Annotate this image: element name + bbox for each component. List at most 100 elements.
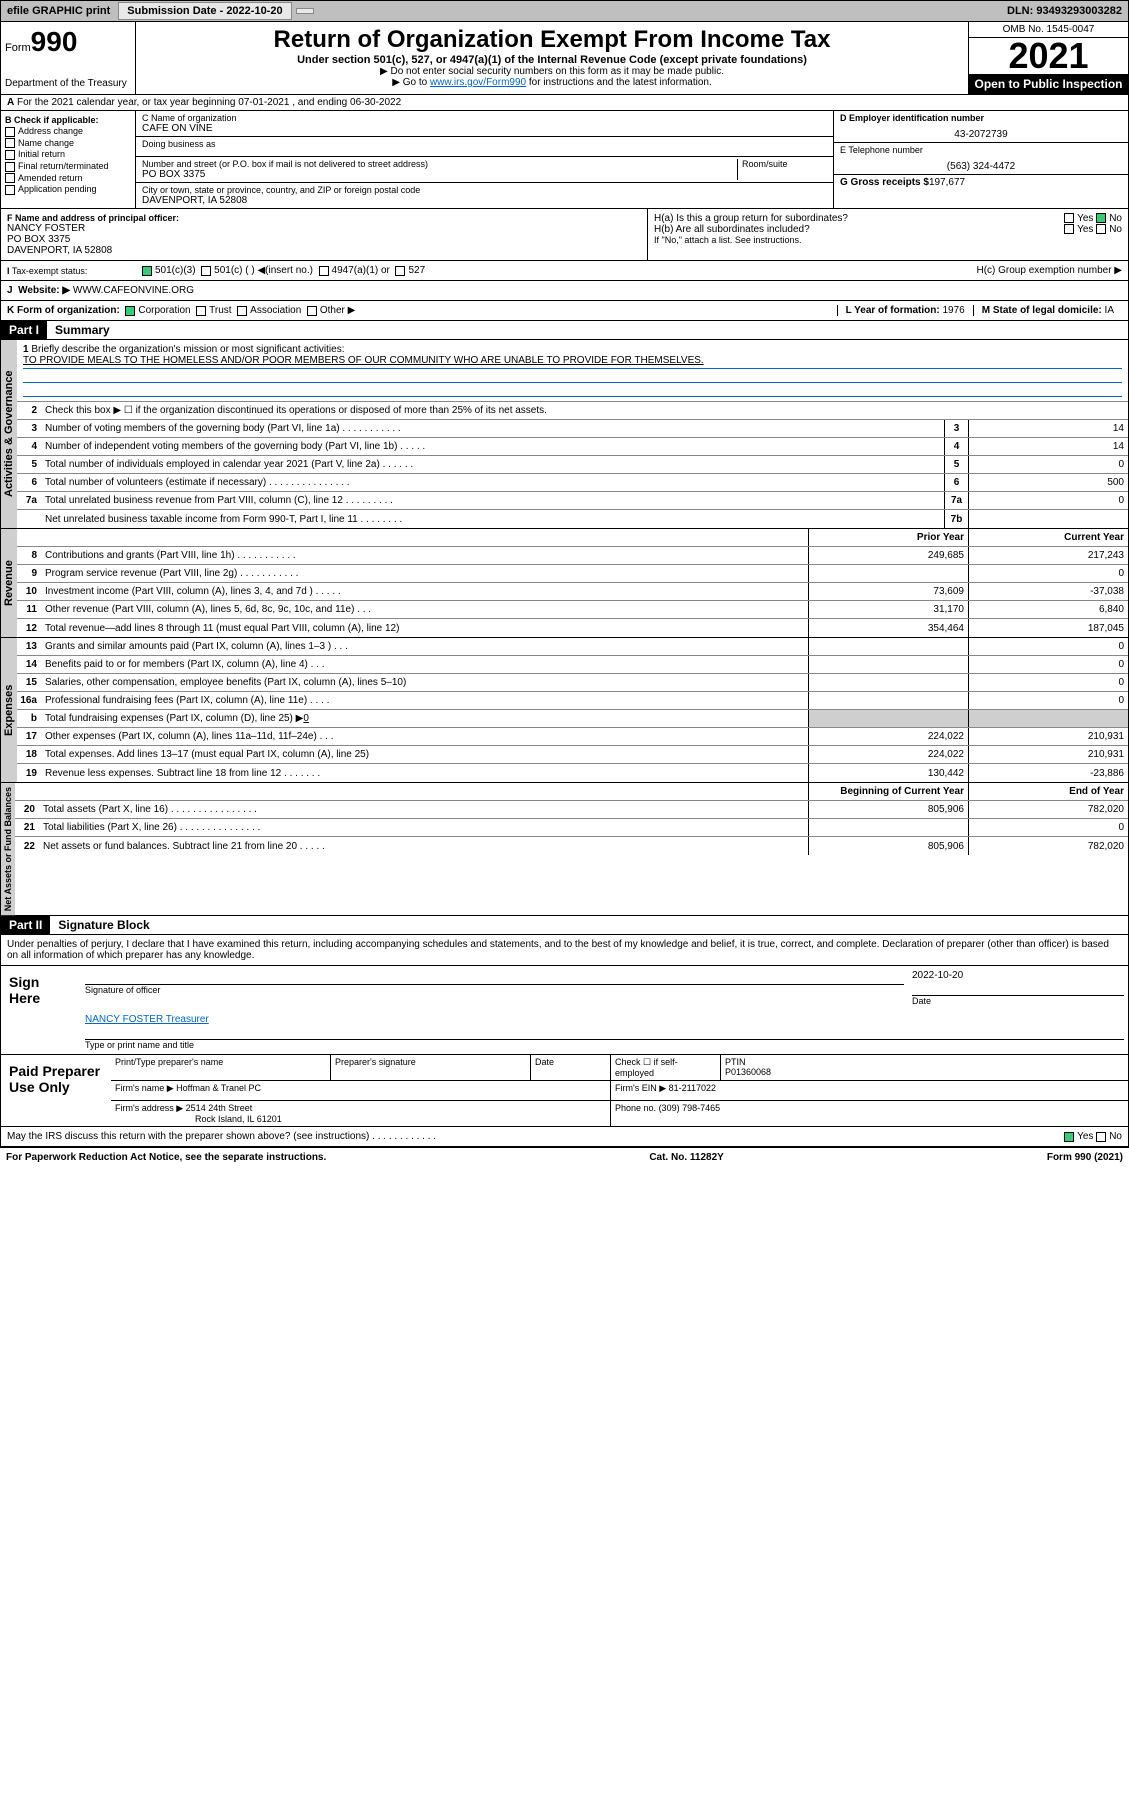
prep-date-label: Date — [531, 1055, 611, 1080]
sign-here-label: Sign Here — [1, 966, 81, 1054]
line13: Grants and similar amounts paid (Part IX… — [41, 640, 808, 653]
subtitle-1: Under section 501(c), 527, or 4947(a)(1)… — [140, 54, 964, 66]
officer-addr2: DAVENPORT, IA 52808 — [7, 245, 641, 256]
firm-name-label: Firm's name ▶ — [115, 1083, 174, 1093]
sub3-a: ▶ Go to — [392, 77, 430, 88]
sub3-b: for instructions and the latest informat… — [526, 77, 712, 88]
header-row: Form990 Department of the Treasury Retur… — [0, 22, 1129, 95]
tel-value: (563) 324-4472 — [840, 161, 1122, 172]
website-row: J Website: ▶ WWW.CAFEONVINE.ORG — [0, 281, 1129, 301]
subtitle-3: ▶ Go to www.irs.gov/Form990 for instruct… — [140, 77, 964, 88]
officer-name: NANCY FOSTER — [7, 223, 641, 234]
firm-ein-label: Firm's EIN ▶ — [615, 1083, 666, 1093]
firm-addr1: 2514 24th Street — [186, 1103, 253, 1113]
submission-date-btn[interactable]: Submission Date - 2022-10-20 — [118, 2, 291, 20]
cb-name[interactable]: Name change — [5, 138, 131, 149]
officer-addr1: PO BOX 3375 — [7, 234, 641, 245]
cb-initial[interactable]: Initial return — [5, 149, 131, 160]
p15 — [808, 674, 968, 691]
p13 — [808, 638, 968, 655]
mission-label: Briefly describe the organization's miss… — [31, 344, 344, 355]
net-assets-section: Net Assets or Fund Balances Beginning of… — [0, 783, 1129, 916]
firm-ein: 81-2117022 — [669, 1083, 716, 1093]
irs-question: May the IRS discuss this return with the… — [7, 1131, 436, 1142]
line7a: Total unrelated business revenue from Pa… — [41, 494, 944, 507]
preparer-section: Paid Preparer Use Only Print/Type prepar… — [0, 1055, 1129, 1127]
tax-year: 2021 — [969, 38, 1128, 74]
tel-label: E Telephone number — [840, 145, 1122, 155]
k-label: K Form of organization: — [7, 305, 120, 316]
line18: Total expenses. Add lines 13–17 (must eq… — [41, 748, 808, 761]
expenses-section: Expenses 13Grants and similar amounts pa… — [0, 638, 1129, 783]
c11: 6,840 — [968, 601, 1128, 618]
h-section: H(a) Is this a group return for subordin… — [648, 209, 1128, 260]
c9: 0 — [968, 565, 1128, 582]
org-name: CAFE ON VINE — [142, 123, 827, 134]
preparer-hdr: Paid Preparer Use Only — [1, 1055, 111, 1126]
line16a: Professional fundraising fees (Part IX, … — [41, 694, 808, 707]
b22: 805,906 — [808, 837, 968, 855]
irs-yes-check[interactable] — [1064, 1132, 1074, 1142]
gross-cell: G Gross receipts $197,677 — [834, 175, 1128, 195]
city-label: City or town, state or province, country… — [142, 185, 827, 195]
cb-corp[interactable] — [125, 306, 135, 316]
firm-phone: (309) 798-7465 — [659, 1103, 721, 1113]
c18: 210,931 — [968, 746, 1128, 763]
sig-date-val: 2022-10-20 — [912, 970, 1124, 981]
val3: 14 — [968, 420, 1128, 437]
cb-address[interactable]: Address change — [5, 126, 131, 137]
inspection-label: Open to Public Inspection — [969, 74, 1128, 94]
vlabel-rev: Revenue — [1, 529, 17, 637]
tax-period: For the 2021 calendar year, or tax year … — [17, 97, 401, 108]
p10: 73,609 — [808, 583, 968, 600]
p14 — [808, 656, 968, 673]
c19: -23,886 — [968, 764, 1128, 782]
e22: 782,020 — [968, 837, 1128, 855]
part1-title: Summary — [47, 321, 118, 339]
officer-cell: F Name and address of principal officer:… — [1, 209, 648, 260]
signature-section: Sign Here Signature of officer 2022-10-2… — [0, 966, 1129, 1055]
city-cell: City or town, state or province, country… — [136, 183, 833, 208]
cb-501c3[interactable] — [142, 266, 152, 276]
prep-self-label: Check ☐ if self-employed — [611, 1055, 721, 1080]
footer-mid: Cat. No. 11282Y — [649, 1152, 723, 1163]
empty-btn[interactable] — [296, 8, 314, 14]
ha-no-check[interactable] — [1096, 213, 1106, 223]
subtitle-2: ▶ Do not enter social security numbers o… — [140, 66, 964, 77]
firm-name: Hoffman & Tranel PC — [176, 1083, 261, 1093]
gross-value: 197,677 — [929, 177, 965, 188]
p9 — [808, 565, 968, 582]
p8: 249,685 — [808, 547, 968, 564]
signer-name[interactable]: NANCY FOSTER Treasurer — [85, 1014, 1124, 1025]
lyr-label: L Year of formation: — [846, 305, 940, 316]
dept-label: Department of the Treasury — [5, 78, 131, 89]
p16a — [808, 692, 968, 709]
line21: Total liabilities (Part X, line 26) . . … — [39, 821, 808, 834]
vlabel-exp: Expenses — [1, 638, 17, 782]
hdr-bcy: Beginning of Current Year — [808, 783, 968, 800]
line4: Number of independent voting members of … — [41, 440, 944, 453]
cb-amended[interactable]: Amended return — [5, 173, 131, 184]
ha-label: H(a) Is this a group return for subordin… — [654, 213, 848, 224]
c12: 187,045 — [968, 619, 1128, 637]
hc-label: H(c) Group exemption number ▶ — [976, 265, 1122, 276]
line12: Total revenue—add lines 8 through 11 (mu… — [41, 622, 808, 635]
cb-pending[interactable]: Application pending — [5, 184, 131, 195]
firm-phone-label: Phone no. — [615, 1103, 656, 1113]
declaration: Under penalties of perjury, I declare th… — [0, 935, 1129, 966]
irs-link[interactable]: www.irs.gov/Form990 — [430, 77, 526, 88]
cb-final[interactable]: Final return/terminated — [5, 161, 131, 172]
firm-addr2: Rock Island, IL 61201 — [195, 1114, 282, 1124]
officer-label: F Name and address of principal officer: — [7, 213, 641, 223]
col-b: B Check if applicable: Address change Na… — [1, 111, 136, 208]
mst-label: M State of legal domicile: — [982, 305, 1102, 316]
ptin-label: PTIN — [725, 1057, 746, 1067]
c13: 0 — [968, 638, 1128, 655]
val4: 14 — [968, 438, 1128, 455]
section-bcd: B Check if applicable: Address change Na… — [0, 111, 1129, 209]
part2-title: Signature Block — [50, 916, 157, 934]
dln-label: DLN: 93493293003282 — [1001, 3, 1128, 19]
lyr-value: 1976 — [942, 305, 964, 316]
efile-label: efile GRAPHIC print — [1, 3, 116, 19]
hdr-current: Current Year — [968, 529, 1128, 546]
